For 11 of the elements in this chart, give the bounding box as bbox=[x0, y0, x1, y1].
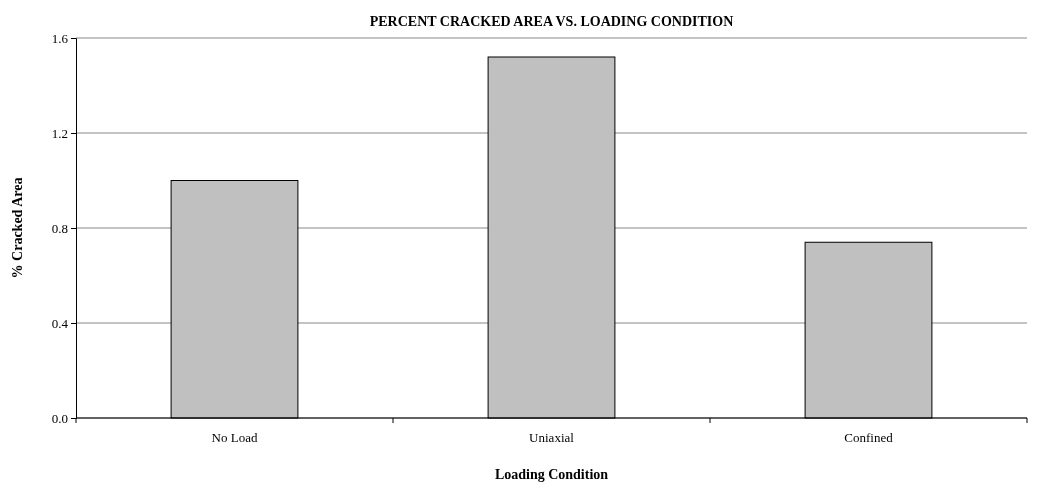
chart-title: PERCENT CRACKED AREA VS. LOADING CONDITION bbox=[369, 14, 734, 29]
y-tick-label: 0.8 bbox=[51, 220, 68, 236]
x-axis-title: Loading Condition bbox=[494, 467, 609, 482]
y-tick-label: 0.0 bbox=[51, 410, 68, 426]
x-tick-label: Confined bbox=[844, 430, 894, 445]
y-axis-title: % Cracked Area bbox=[10, 177, 25, 279]
y-tick-label: 1.2 bbox=[51, 125, 68, 141]
x-tick-label: No Load bbox=[211, 430, 258, 445]
y-tick-label: 1.6 bbox=[51, 30, 69, 46]
y-tick-label: 0.4 bbox=[51, 315, 69, 331]
x-tick-label: Uniaxial bbox=[529, 430, 575, 445]
